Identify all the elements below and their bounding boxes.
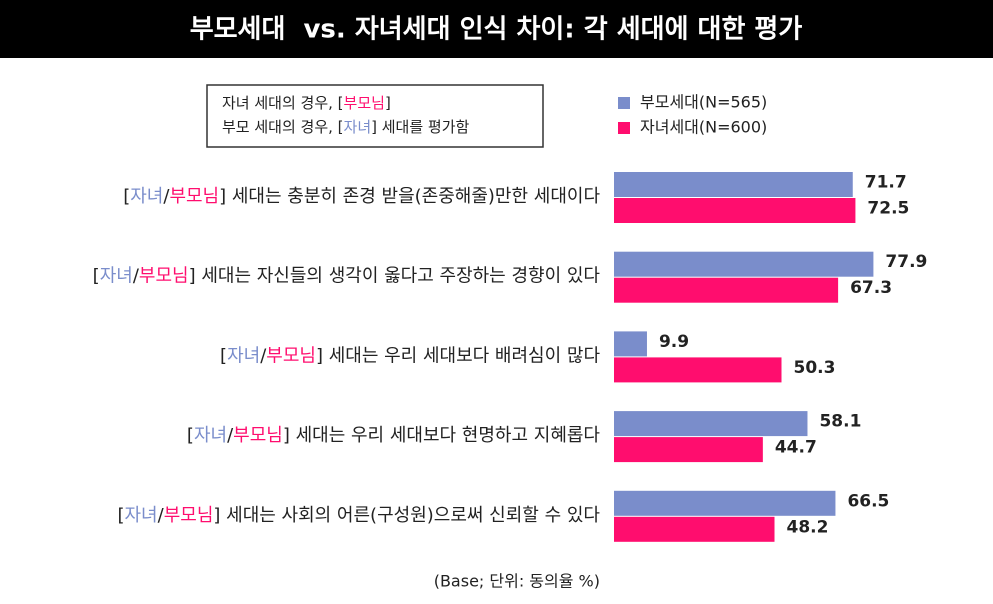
bar [614, 331, 647, 357]
value-label: 50.3 [793, 358, 835, 378]
legend-label: 자녀세대(N=600) [640, 118, 767, 137]
bar [614, 172, 853, 197]
annotation-line: 부모 세대의 경우, [자녀] 세대를 평가함 [222, 118, 470, 136]
annotation-line: 자녀 세대의 경우, [부모님] [222, 94, 391, 112]
bar [614, 437, 763, 463]
value-label: 67.3 [850, 278, 892, 298]
annotation-box [206, 84, 544, 148]
bar [614, 516, 775, 542]
value-label: 77.9 [885, 252, 927, 272]
title-bar [0, 0, 993, 58]
value-label: 58.1 [819, 412, 861, 432]
value-label: 66.5 [847, 491, 889, 511]
category-label: [자녀/부모님] 세대는 자신들의 생각이 옳다고 주장하는 경향이 있다 [93, 266, 601, 287]
value-label: 9.9 [659, 332, 689, 352]
category-label: [자녀/부모님] 세대는 사회의 어른(구성원)으로써 신뢰할 수 있다 [117, 505, 600, 526]
category-label: [자녀/부모님] 세대는 우리 세대보다 배려심이 많다 [220, 345, 600, 366]
bar [614, 411, 808, 437]
legend-swatch [618, 97, 630, 109]
value-label: 44.7 [775, 438, 817, 458]
note: (Base; 단위: 동의율 %) [434, 572, 600, 591]
value-label: 72.5 [867, 199, 909, 219]
bar [614, 357, 782, 383]
bar [614, 251, 874, 277]
bar [614, 277, 839, 303]
value-label: 48.2 [787, 517, 829, 537]
bar [614, 490, 836, 516]
category-label: [자녀/부모님] 세대는 우리 세대보다 현명하고 지혜롭다 [187, 425, 601, 446]
category-label: [자녀/부모님] 세대는 충분히 존경 받을(존중해줄)만한 세대이다 [123, 186, 600, 207]
value-label: 71.7 [865, 173, 907, 193]
chart-title: 부모세대 vs. 자녀세대 인식 차이: 각 세대에 대한 평가 [190, 15, 803, 45]
legend-label: 부모세대(N=565) [640, 93, 767, 112]
legend-swatch [618, 122, 630, 134]
bar [614, 198, 856, 223]
